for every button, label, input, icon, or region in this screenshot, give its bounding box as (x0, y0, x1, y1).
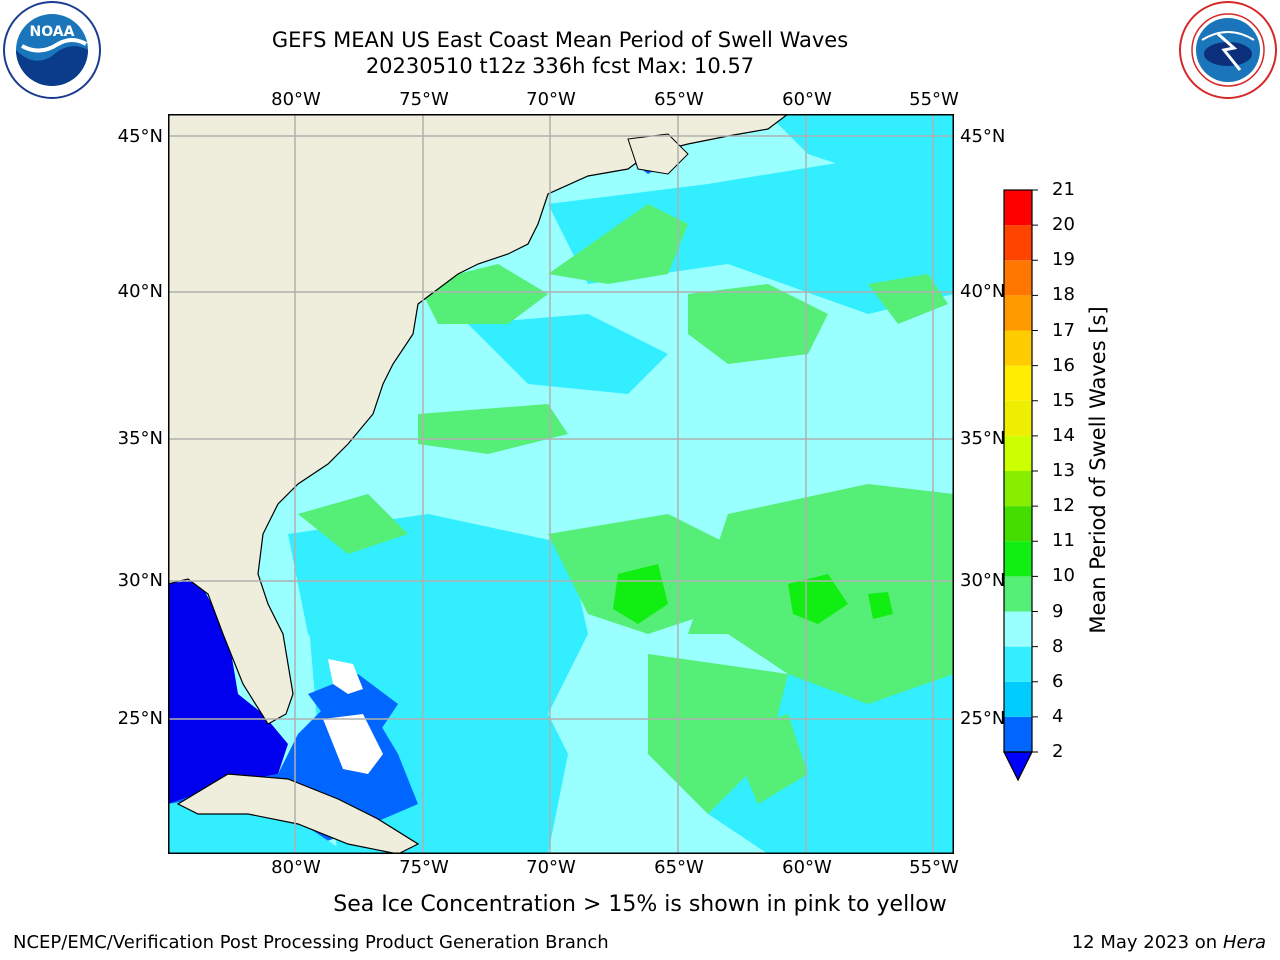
colorbar-tick-label: 21 (1052, 179, 1075, 200)
cyan-period-region (468, 314, 668, 394)
green-period-region (728, 714, 808, 804)
bright-green-region (868, 592, 893, 619)
lat-label-right: 45°N (960, 126, 1006, 147)
bright-green-region (788, 574, 848, 624)
lat-label-right: 35°N (960, 428, 1006, 449)
colorbar-tick-label: 10 (1052, 565, 1075, 587)
lat-label-right: 25°N (960, 708, 1006, 729)
colorbar-bin (1004, 365, 1032, 401)
lon-label-top: 80°W (271, 89, 321, 110)
lon-label-bottom: 65°W (654, 857, 704, 878)
colorbar-tick-label: 19 (1052, 249, 1075, 271)
map-border (168, 114, 954, 854)
colorbar-tick-label: 20 (1052, 214, 1075, 236)
colorbar-bin (1004, 190, 1032, 226)
green-period-region (298, 494, 408, 554)
colorbar-tick-label: 17 (1052, 319, 1075, 341)
colorbar-under-triangle (1003, 751, 1033, 782)
colorbar-tick-label: 9 (1052, 600, 1064, 622)
lon-label-top: 75°W (399, 89, 449, 110)
colorbar-bin (1004, 611, 1032, 647)
lat-label-right: 30°N (960, 570, 1006, 591)
green-period-region (548, 204, 688, 284)
colorbar-tick-label: 8 (1052, 635, 1064, 657)
green-period-region (688, 284, 828, 364)
lon-label-top: 65°W (654, 89, 704, 110)
colorbar-tick-label: 4 (1052, 705, 1064, 727)
lon-label-bottom: 60°W (782, 857, 832, 878)
colorbar (1003, 189, 1038, 782)
noaa-logo-text: NOAA (30, 24, 75, 40)
chart-title: GEFS MEAN US East Coast Mean Period of S… (271, 28, 849, 52)
nws-logo (1179, 1, 1277, 99)
cyan-period-region (768, 114, 954, 174)
lon-label-top: 55°W (909, 89, 959, 110)
colorbar-tick-label: 18 (1052, 284, 1075, 306)
colorbar-bin (1004, 681, 1032, 717)
lon-label-bottom: 70°W (526, 857, 576, 878)
north-america-land (168, 114, 789, 725)
lat-label-left: 45°N (117, 126, 163, 147)
bahamas-white (328, 659, 363, 694)
colorbar-bin (1004, 506, 1032, 542)
colorbar-tick-label: 13 (1052, 460, 1075, 481)
colorbar-tick-label: 14 (1052, 424, 1075, 446)
footer-host: Hera (1222, 932, 1266, 953)
lon-label-bottom: 75°W (399, 857, 449, 878)
green-period-region (418, 404, 568, 454)
colorbar-tick-label: 12 (1052, 495, 1075, 517)
lon-label-bottom: 55°W (909, 857, 959, 878)
bahamas-white (323, 714, 383, 774)
footer-date: 12 May 2023 on Hera (1072, 932, 1266, 953)
colorbar-bin (1004, 576, 1032, 612)
colorbar-bin (1004, 330, 1032, 366)
colorbar-bin (1004, 471, 1032, 507)
lat-label-left: 40°N (117, 281, 163, 302)
lat-label-left: 35°N (117, 428, 163, 449)
colorbar-bin (1004, 541, 1032, 577)
lat-label-left: 25°N (117, 708, 163, 729)
colorbar-tick-label: 6 (1052, 670, 1064, 692)
colorbar-title: Mean Period of Swell Waves [s] (1086, 306, 1110, 634)
colorbar-bin (1004, 716, 1032, 752)
colorbar-tick-label: 2 (1052, 741, 1064, 762)
cuba-land (176, 773, 420, 854)
lon-label-top: 70°W (526, 89, 576, 110)
lat-label-right: 40°N (960, 281, 1006, 302)
colorbar-bin (1004, 225, 1032, 261)
colorbar-tick-label: 15 (1052, 389, 1075, 411)
footer-date-text: 12 May 2023 on (1071, 932, 1218, 953)
sea-ice-note: Sea Ice Concentration > 15% is shown in … (333, 892, 947, 917)
footer-credit: NCEP/EMC/Verification Post Processing Pr… (13, 932, 609, 953)
colorbar-tick-label: 16 (1052, 354, 1075, 376)
bright-green-region (613, 564, 668, 624)
lat-label-left: 30°N (117, 570, 163, 591)
swell-period-map (168, 114, 954, 854)
lon-label-top: 60°W (782, 89, 832, 110)
chart-subtitle: 20230510 t12z 336h fcst Max: 10.57 (365, 54, 755, 78)
colorbar-bin (1004, 435, 1032, 471)
lon-label-bottom: 80°W (271, 857, 321, 878)
green-period-region (648, 654, 788, 814)
gulf-deep-blue (168, 579, 288, 804)
noaa-logo: NOAA (3, 1, 101, 99)
colorbar-tick-label: 11 (1052, 530, 1075, 552)
colorbar-bin (1004, 295, 1032, 331)
colorbar-bin (1004, 646, 1032, 682)
colorbar-bin (1004, 260, 1032, 296)
colorbar-bin (1004, 400, 1032, 436)
green-period-region (868, 274, 948, 324)
